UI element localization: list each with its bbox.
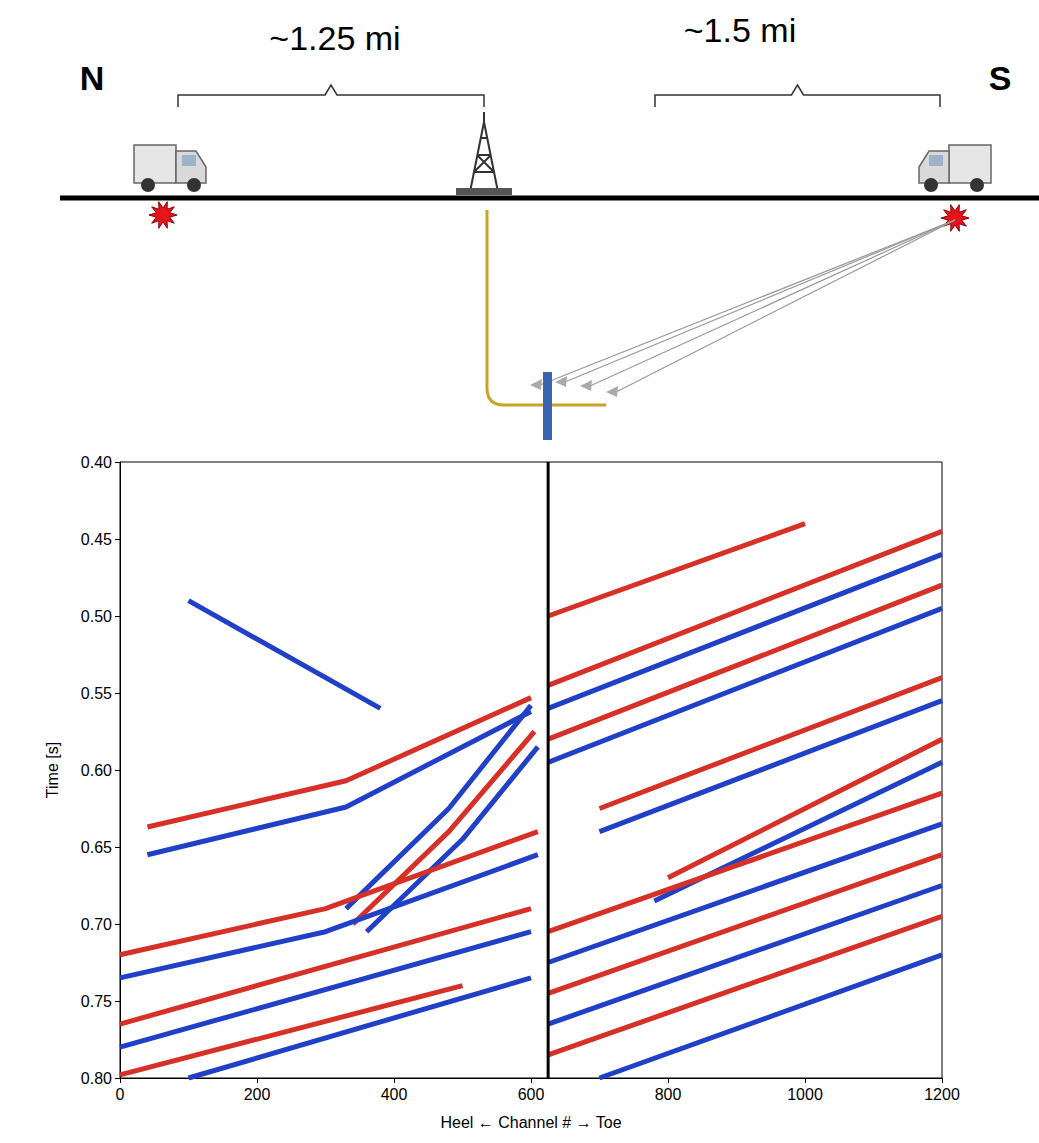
svg-text:0.70: 0.70 bbox=[81, 916, 112, 933]
svg-text:0.80: 0.80 bbox=[81, 1070, 112, 1087]
svg-text:0.75: 0.75 bbox=[81, 993, 112, 1010]
svg-text:200: 200 bbox=[244, 1086, 271, 1103]
svg-text:400: 400 bbox=[381, 1086, 408, 1103]
svg-text:Heel ← Channel # → Toe: Heel ← Channel # → Toe bbox=[440, 1114, 621, 1131]
svg-text:~1.5 mi: ~1.5 mi bbox=[684, 11, 796, 49]
svg-text:0: 0 bbox=[116, 1086, 125, 1103]
svg-text:~1.25 mi: ~1.25 mi bbox=[269, 19, 400, 57]
svg-text:N: N bbox=[80, 59, 105, 97]
svg-text:0.45: 0.45 bbox=[81, 531, 112, 548]
svg-text:600: 600 bbox=[518, 1086, 545, 1103]
svg-text:800: 800 bbox=[655, 1086, 682, 1103]
svg-text:0.55: 0.55 bbox=[81, 685, 112, 702]
svg-text:0.50: 0.50 bbox=[81, 608, 112, 625]
svg-text:Time [s]: Time [s] bbox=[44, 742, 61, 798]
svg-text:0.60: 0.60 bbox=[81, 762, 112, 779]
svg-text:0.65: 0.65 bbox=[81, 839, 112, 856]
svg-text:S: S bbox=[989, 59, 1012, 97]
svg-text:1200: 1200 bbox=[924, 1086, 960, 1103]
svg-text:0.40: 0.40 bbox=[81, 454, 112, 471]
svg-text:1000: 1000 bbox=[787, 1086, 823, 1103]
